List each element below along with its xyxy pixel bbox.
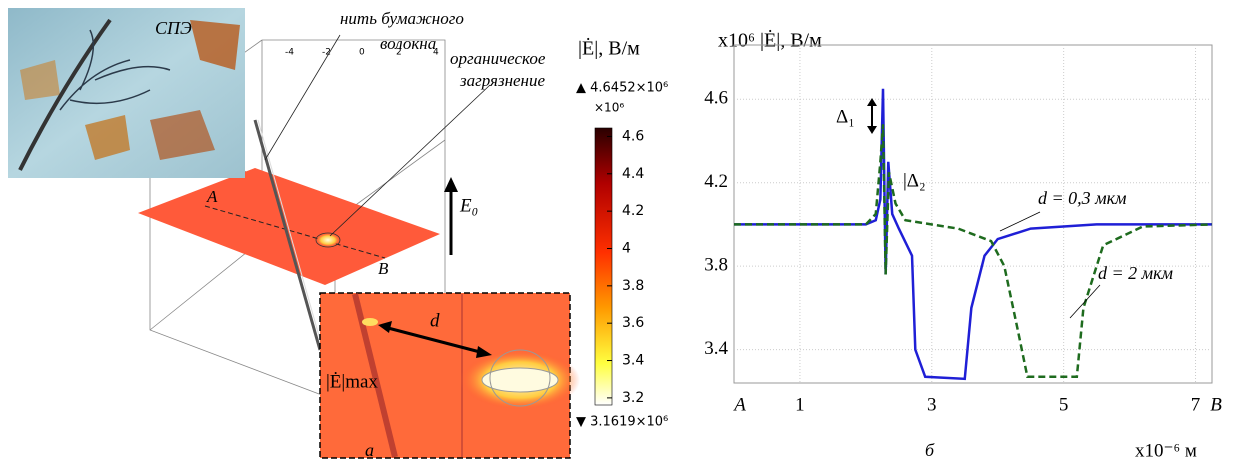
contamination-label: загрязнение [459, 71, 545, 90]
box-tick-label: -4 [285, 48, 294, 58]
x-tick-label: B [1210, 394, 1222, 415]
y-tick-label: 4.2 [704, 171, 728, 192]
annotation-arrow-head [867, 126, 877, 134]
x-tick-label: 7 [1191, 394, 1201, 415]
x-tick-label: 1 [795, 394, 805, 415]
x-axis-title: x10⁻⁶ м [1135, 440, 1197, 461]
colorbar-tick-label: 3.8 [622, 278, 644, 294]
y-tick-label: 4.6 [704, 88, 728, 109]
colorbar-title: |Ė|, В/м [578, 37, 640, 60]
x-tick-label: 3 [927, 394, 937, 415]
annotation: |Δ₂ [903, 170, 926, 191]
colorbar-scale: ×10⁶ [594, 101, 624, 115]
fiber-label: нить бумажного [340, 9, 464, 28]
box-tick-label: 4 [433, 48, 439, 58]
field-arrow-head [444, 177, 458, 192]
x-tick-label: A [732, 394, 746, 415]
x-tick-label: 5 [1059, 394, 1069, 415]
field-plane [138, 168, 440, 285]
contamination [316, 233, 340, 247]
colorbar-tick-label: 4.6 [622, 128, 644, 144]
point-b: B [378, 259, 389, 278]
series-line [734, 124, 1212, 376]
series-label: d = 0,3 мкм [1038, 188, 1127, 208]
annotation: Δ₁ [836, 106, 855, 127]
colorbar-min: ▼ 3.1619×10⁶ [576, 415, 668, 430]
box-tick-label: 2 [396, 48, 402, 58]
colorbar [595, 128, 612, 405]
inset-hotspot [362, 318, 378, 326]
field-label: E₀ [459, 195, 478, 216]
point-a: A [206, 187, 218, 206]
y-tick-label: 3.4 [704, 338, 728, 359]
figure: СПЭ нить бумажного волокна органическое … [0, 0, 1244, 464]
panel-label: а [365, 440, 374, 460]
box-tick-label: -2 [322, 48, 331, 58]
colorbar-tick-label: 4 [622, 240, 631, 256]
colorbar-tick-label: 3.6 [622, 315, 644, 331]
fiber-label: волокна [380, 34, 436, 53]
colorbar-max: ▲ 4.6452×10⁶ [576, 81, 668, 96]
leader [1070, 285, 1100, 318]
colorbar-tick-label: 4.2 [622, 203, 644, 219]
y-tick-label: 3.8 [704, 255, 728, 276]
colorbar-tick-label: 3.2 [622, 390, 644, 406]
colorbar-tick-label: 4.4 [622, 166, 644, 182]
colorbar-tick-label: 3.4 [622, 353, 644, 369]
plot-area [734, 45, 1212, 383]
box-tick-label: 0 [359, 48, 365, 58]
inset-particle [482, 368, 558, 392]
photo-label: СПЭ [155, 18, 192, 38]
series-label: d = 2 мкм [1098, 263, 1174, 283]
panel-label: б [925, 440, 935, 460]
distance-label: d [430, 310, 440, 331]
contamination-label: органическое [450, 49, 546, 68]
emax-label: |Ė|max [326, 371, 378, 392]
